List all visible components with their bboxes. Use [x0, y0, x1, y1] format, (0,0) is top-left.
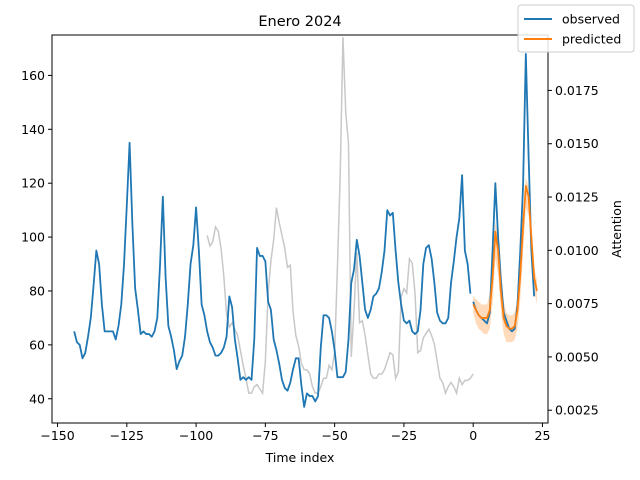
- prediction-interval-band: [473, 177, 537, 343]
- y-right-tick-label: 0.0150: [555, 136, 599, 151]
- x-tick-label: −75: [252, 428, 278, 443]
- x-tick-label: −125: [110, 428, 144, 443]
- x-tick-label: −50: [321, 428, 347, 443]
- y-right-tick-label: 0.0175: [555, 83, 599, 98]
- legend-label-predicted: predicted: [562, 32, 621, 47]
- y-tick-label: 80: [29, 283, 45, 298]
- y-right-tick-label: 0.0025: [555, 403, 599, 418]
- y-right-tick-label: 0.0100: [555, 243, 599, 258]
- x-axis: −150 −125 −100 −75 −50 −25 0 25: [40, 423, 550, 443]
- x-tick-label: −25: [391, 428, 417, 443]
- y-tick-label: 160: [21, 68, 45, 83]
- series-layer: [73, 37, 538, 408]
- y-right-tick-label: 0.0050: [555, 349, 599, 364]
- legend: observed predicted: [517, 4, 635, 53]
- x-tick-label: 25: [535, 428, 551, 443]
- chart-title: Enero 2024: [258, 14, 341, 30]
- y-tick-label: 120: [21, 176, 45, 191]
- x-tick-label: −150: [40, 428, 74, 443]
- y-tick-label: 60: [29, 337, 45, 352]
- y-axis-right: 0.0025 0.0050 0.0075 0.0100 0.0125 0.0150 0.01…: [548, 83, 599, 418]
- x-tick-label: 0: [469, 428, 477, 443]
- y-axis-right-label: Attention: [609, 200, 624, 258]
- attention-line: [206, 37, 474, 396]
- observed-history-line: [73, 141, 472, 408]
- prediction-band-layer: [473, 177, 537, 343]
- x-tick-label: −100: [179, 428, 213, 443]
- y-tick-label: 100: [21, 230, 45, 245]
- y-right-tick-label: 0.0075: [555, 296, 599, 311]
- x-axis-label: Time index: [265, 450, 335, 465]
- y-tick-label: 140: [21, 122, 45, 137]
- plot-frame: [51, 34, 549, 424]
- y-axis-left: 40 60 80 100 120 140 160: [21, 68, 52, 406]
- y-right-tick-label: 0.0125: [555, 190, 599, 205]
- predicted-line: [472, 184, 538, 330]
- y-tick-label: 40: [29, 391, 45, 406]
- legend-box: [517, 4, 635, 53]
- legend-label-observed: observed: [562, 12, 620, 27]
